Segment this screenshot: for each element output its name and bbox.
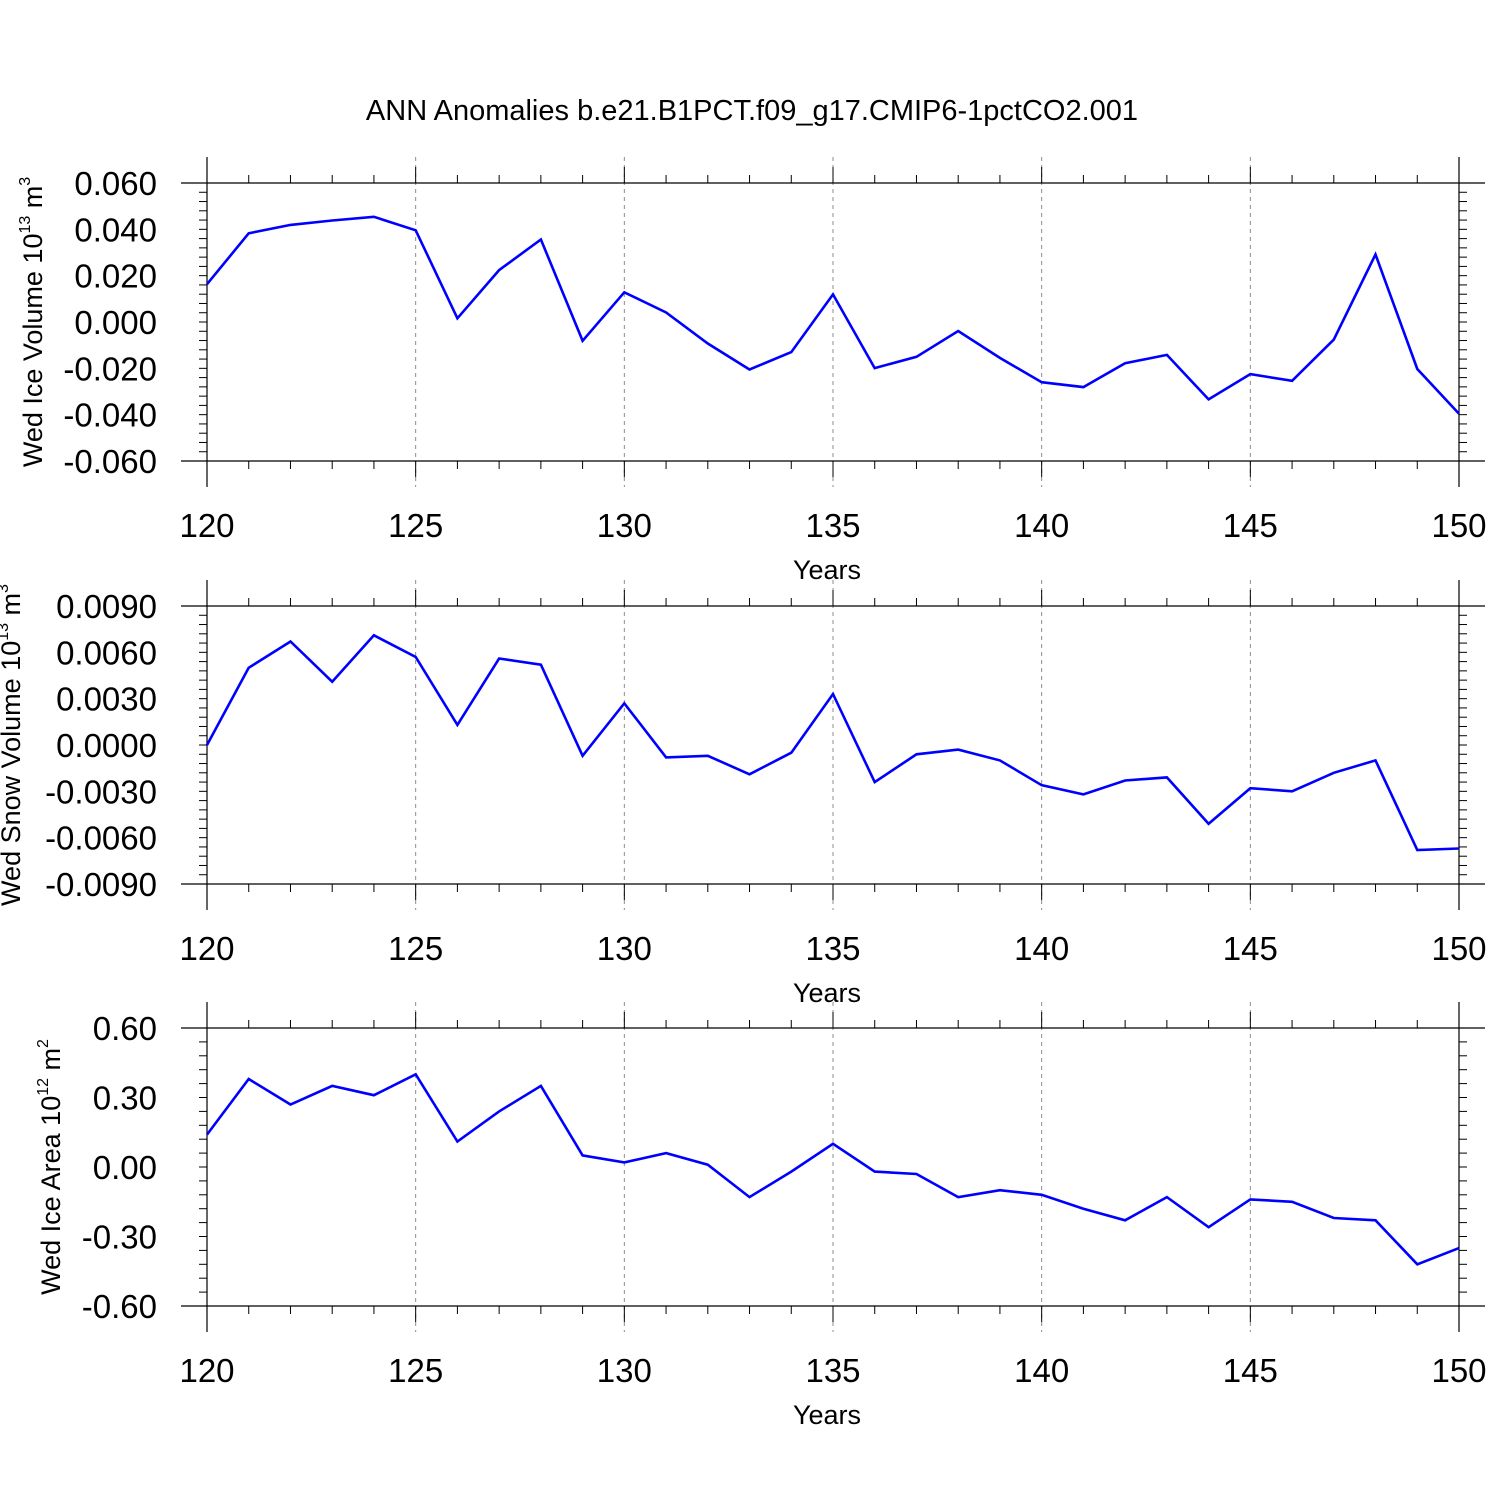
series-line (205, 215, 1460, 415)
x-tick-label: 120 (179, 930, 234, 967)
x-tick-label: 130 (597, 1352, 652, 1389)
y-tick-label: 0.00 (93, 1149, 157, 1186)
x-tick-label: 125 (388, 1352, 443, 1389)
panels: 120 125 130 135 140 145 150 0.060 0.040 0.020 0.00… (0, 157, 1487, 1430)
chart-panel-3: 120 125 130 135 140 145 150 0.60 0.30 0.00 -0.30 -0… (35, 1002, 1487, 1430)
x-tick-label: 150 (1431, 1352, 1486, 1389)
x-tick-label: 140 (1014, 507, 1069, 544)
x-tick-label: 125 (388, 507, 443, 544)
x-tick-label: 145 (1223, 930, 1278, 967)
figure-title: ANN Anomalies b.e21.B1PCT.f09_g17.CMIP6-… (366, 95, 1138, 127)
x-tick-label: 150 (1431, 507, 1486, 544)
series-line (205, 1072, 1460, 1266)
chart-panel-2: 120 125 130 135 140 145 150 0.0090 0.0060 0.0030 0… (0, 580, 1487, 1008)
x-tick-label: 145 (1223, 1352, 1278, 1389)
y-tick-label: 0.0060 (56, 634, 157, 671)
y-tick-label: 0.60 (93, 1010, 157, 1047)
x-axis-label: Years (793, 978, 861, 1008)
x-tick-label: 140 (1014, 1352, 1069, 1389)
y-axis-label: Wed Ice Area 1012 m2 (35, 1039, 66, 1295)
x-tick-label: 140 (1014, 930, 1069, 967)
y-axis-label: Wed Snow Volume 1013 m3 (0, 584, 26, 906)
y-tick-label: -0.60 (82, 1288, 157, 1325)
x-axis-label: Years (793, 1400, 861, 1430)
y-tick-label: 0.0090 (56, 588, 157, 625)
x-tick-label: 135 (805, 1352, 860, 1389)
y-tick-label: -0.020 (63, 350, 157, 387)
y-tick-label: -0.060 (63, 443, 157, 480)
y-tick-label: -0.0030 (45, 773, 157, 810)
y-tick-label: -0.040 (63, 397, 157, 434)
y-tick-label: 0.040 (74, 211, 157, 248)
x-tick-label: 130 (597, 507, 652, 544)
y-tick-label: 0.30 (93, 1080, 157, 1117)
y-axis-label: Wed Ice Volume 1013 m3 (17, 177, 48, 467)
x-tick-label: 135 (805, 930, 860, 967)
y-tick-label: -0.0060 (45, 820, 157, 857)
y-tick-label: 0.020 (74, 258, 157, 295)
y-tick-label: 0.0030 (56, 681, 157, 718)
x-tick-label: 120 (179, 507, 234, 544)
y-tick-label: 0.000 (74, 304, 157, 341)
x-tick-label: 145 (1223, 507, 1278, 544)
y-tick-label: 0.060 (74, 165, 157, 202)
x-tick-label: 130 (597, 930, 652, 967)
x-tick-label: 150 (1431, 930, 1486, 967)
y-tick-label: -0.30 (82, 1219, 157, 1256)
y-tick-label: 0.0000 (56, 727, 157, 764)
x-axis-label: Years (793, 555, 861, 585)
x-tick-label: 125 (388, 930, 443, 967)
series-line (205, 633, 1460, 852)
chart-panel-1: 120 125 130 135 140 145 150 0.060 0.040 0.020 0.00… (17, 157, 1487, 585)
y-tick-label: -0.0090 (45, 866, 157, 903)
x-tick-label: 135 (805, 507, 860, 544)
x-tick-label: 120 (179, 1352, 234, 1389)
